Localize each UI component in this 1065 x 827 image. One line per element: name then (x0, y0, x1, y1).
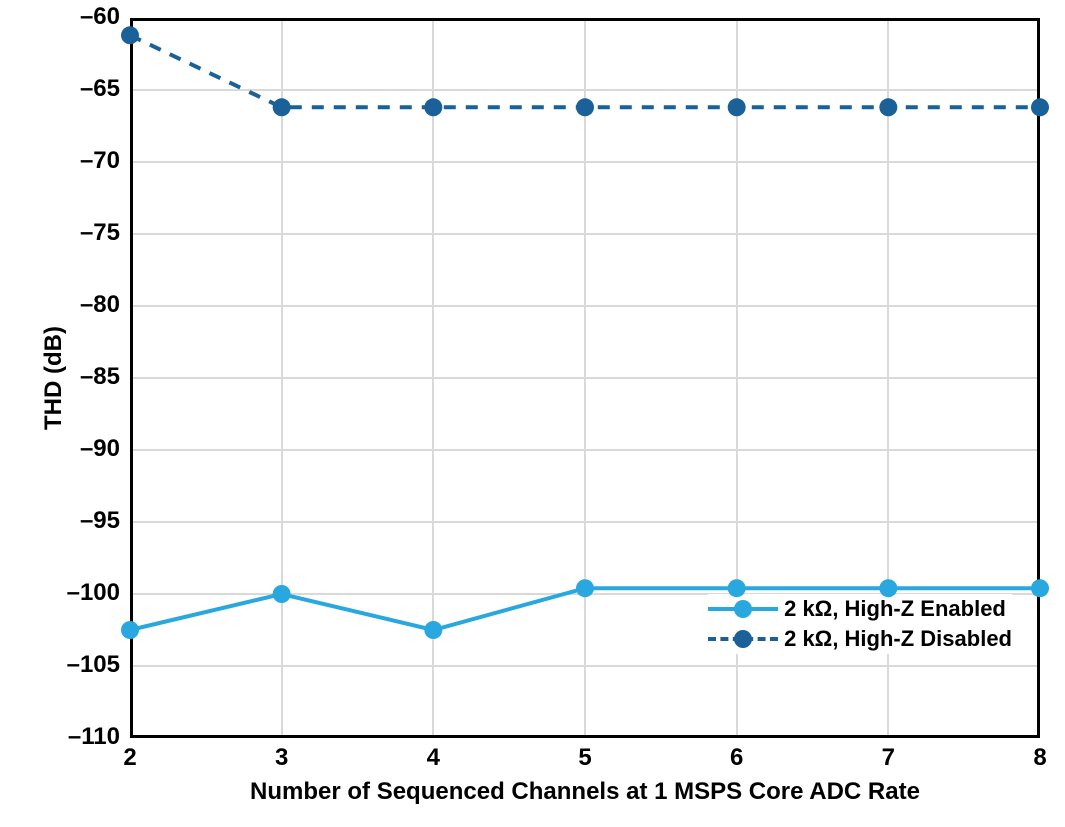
data-marker (879, 98, 897, 116)
data-marker (121, 621, 139, 639)
series-layer (0, 0, 1065, 827)
data-marker (576, 579, 594, 597)
data-marker (1031, 579, 1049, 597)
data-marker (1031, 98, 1049, 116)
data-marker (728, 579, 746, 597)
series-line-disabled (130, 35, 1040, 107)
data-marker (273, 98, 291, 116)
data-marker (424, 621, 442, 639)
thd-chart: –60 –65 –70 –75 –80 –85 –90 –95 –100 –10… (0, 0, 1065, 827)
data-marker (576, 98, 594, 116)
data-marker (273, 585, 291, 603)
data-marker (121, 26, 139, 44)
data-marker (879, 579, 897, 597)
data-marker (424, 98, 442, 116)
data-marker (728, 98, 746, 116)
